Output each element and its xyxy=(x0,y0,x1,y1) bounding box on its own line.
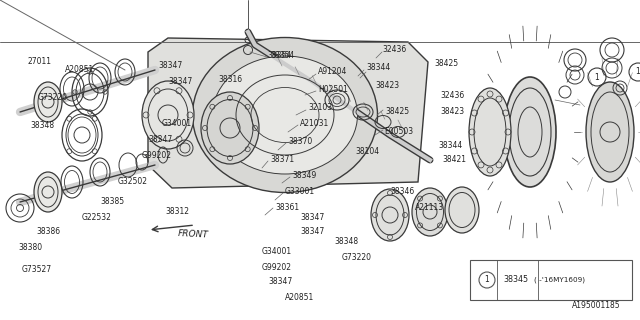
Text: 38354: 38354 xyxy=(270,51,294,60)
Text: 38312: 38312 xyxy=(165,207,189,217)
Text: G73220: G73220 xyxy=(342,253,372,262)
Text: A195001185: A195001185 xyxy=(572,300,620,309)
Text: 38354: 38354 xyxy=(267,51,291,60)
Text: A20851: A20851 xyxy=(65,66,94,75)
Text: G34001: G34001 xyxy=(262,247,292,257)
Text: 38347: 38347 xyxy=(168,77,192,86)
Text: 38423: 38423 xyxy=(440,108,464,116)
Text: FRONT: FRONT xyxy=(178,229,209,240)
Ellipse shape xyxy=(371,189,409,241)
Text: H02501: H02501 xyxy=(318,85,348,94)
Text: 38347: 38347 xyxy=(300,228,324,236)
Text: 38348: 38348 xyxy=(30,121,54,130)
Text: 38370: 38370 xyxy=(288,138,312,147)
Ellipse shape xyxy=(445,187,479,233)
Ellipse shape xyxy=(201,92,259,164)
Text: 38344: 38344 xyxy=(366,63,390,73)
Text: 38347: 38347 xyxy=(148,135,172,145)
Text: G34001: G34001 xyxy=(162,119,192,129)
Text: 38349: 38349 xyxy=(292,172,316,180)
Ellipse shape xyxy=(193,37,378,193)
Text: G32502: G32502 xyxy=(118,178,148,187)
Text: 38386: 38386 xyxy=(36,228,60,236)
Ellipse shape xyxy=(34,172,62,212)
Text: 38347: 38347 xyxy=(158,61,182,70)
Text: 38348: 38348 xyxy=(334,237,358,246)
Text: 27011: 27011 xyxy=(27,58,51,67)
Text: 32436: 32436 xyxy=(382,45,406,54)
Text: ( -'16MY1609): ( -'16MY1609) xyxy=(534,277,586,283)
FancyBboxPatch shape xyxy=(470,260,632,300)
Text: 1: 1 xyxy=(484,276,490,284)
Ellipse shape xyxy=(34,82,62,122)
Text: A21113: A21113 xyxy=(415,204,444,212)
Text: G73220: G73220 xyxy=(38,93,68,102)
Text: 38423: 38423 xyxy=(375,82,399,91)
Text: 32436: 32436 xyxy=(440,92,464,100)
Text: 32103: 32103 xyxy=(308,103,332,113)
Text: 38385: 38385 xyxy=(100,197,124,206)
Polygon shape xyxy=(148,38,428,188)
Text: 38344: 38344 xyxy=(438,140,462,149)
Text: G73527: G73527 xyxy=(22,266,52,275)
Text: 38347: 38347 xyxy=(268,277,292,286)
Ellipse shape xyxy=(504,77,556,187)
Text: 38104: 38104 xyxy=(355,148,379,156)
Text: 38380: 38380 xyxy=(18,244,42,252)
Text: 38425: 38425 xyxy=(434,60,458,68)
Text: 38346: 38346 xyxy=(390,188,414,196)
Text: A20851: A20851 xyxy=(285,293,314,302)
Text: 1: 1 xyxy=(595,73,600,82)
Text: A21031: A21031 xyxy=(300,119,329,129)
Text: 38425: 38425 xyxy=(385,108,409,116)
Text: G33001: G33001 xyxy=(285,188,315,196)
Text: G99202: G99202 xyxy=(142,151,172,161)
Text: 38316: 38316 xyxy=(218,76,242,84)
Ellipse shape xyxy=(212,56,358,174)
Text: 38421: 38421 xyxy=(442,156,466,164)
Ellipse shape xyxy=(412,188,448,236)
Text: E00503: E00503 xyxy=(384,127,413,137)
Text: 1: 1 xyxy=(636,68,640,76)
Text: 38361: 38361 xyxy=(275,203,299,212)
Text: 38371: 38371 xyxy=(270,156,294,164)
Ellipse shape xyxy=(469,88,511,176)
Text: G22532: G22532 xyxy=(82,213,112,222)
Ellipse shape xyxy=(586,82,634,182)
Text: G99202: G99202 xyxy=(262,263,292,273)
Text: 38345: 38345 xyxy=(504,276,529,284)
Ellipse shape xyxy=(142,81,194,149)
Text: A91204: A91204 xyxy=(318,68,348,76)
Text: 38347: 38347 xyxy=(300,213,324,222)
